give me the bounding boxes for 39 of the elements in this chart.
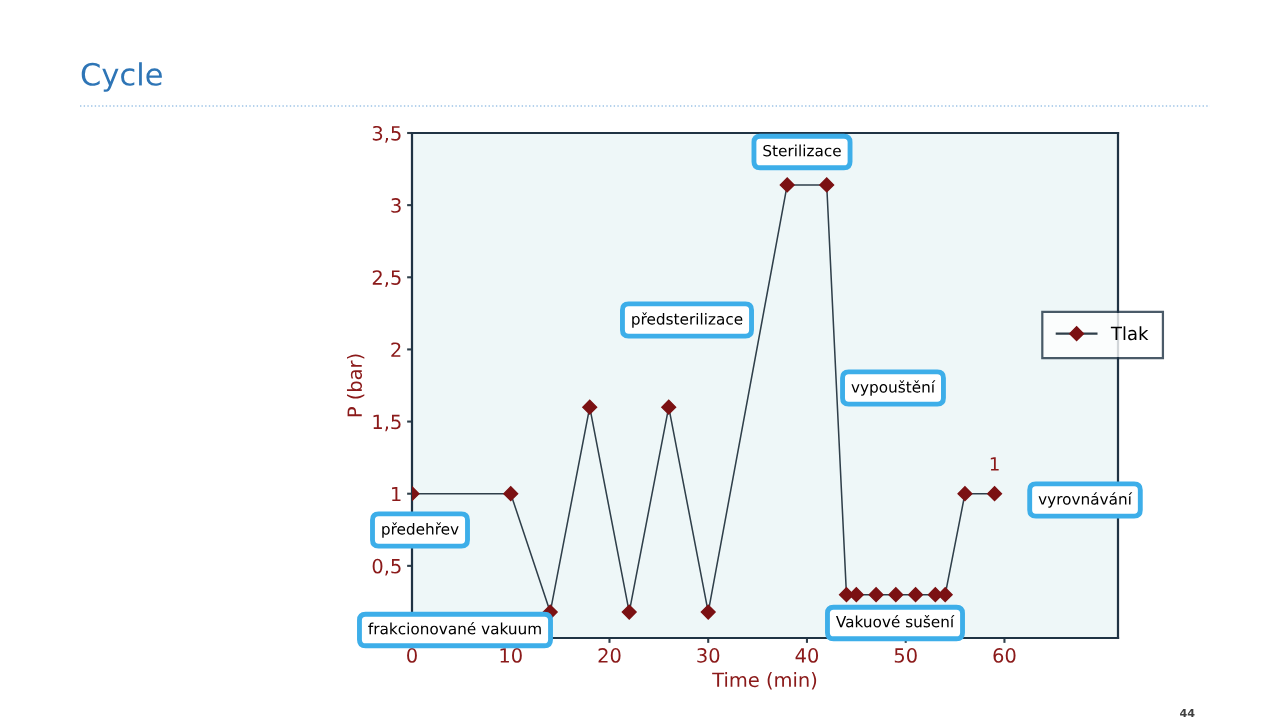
data-label: 1 bbox=[990, 457, 999, 471]
point bbox=[957, 486, 973, 502]
point bbox=[888, 587, 904, 603]
point bbox=[819, 177, 835, 193]
legend-label: Tlak bbox=[1110, 326, 1149, 341]
y-tick-label: 3 bbox=[391, 198, 401, 213]
annotation: předehřev bbox=[382, 522, 459, 538]
annotation: vyrovnávání bbox=[1038, 492, 1133, 508]
point bbox=[908, 587, 924, 603]
point bbox=[779, 177, 795, 193]
x-axis-title: Time (min) bbox=[712, 672, 817, 690]
point bbox=[582, 399, 598, 415]
y-tick-label: 2 bbox=[391, 342, 401, 357]
annotation: frakcionované vakuum bbox=[368, 622, 541, 635]
y-tick-label: 0,5 bbox=[372, 558, 401, 576]
point bbox=[868, 587, 884, 603]
annotation: předsterilizace bbox=[632, 312, 743, 328]
annotation: Vakuové sušení bbox=[835, 615, 955, 628]
point bbox=[987, 486, 1003, 502]
x-tick-label: 20 bbox=[598, 648, 621, 663]
point bbox=[700, 604, 716, 620]
annotation: vypouštění bbox=[851, 380, 936, 396]
y-tick-label: 2,5 bbox=[372, 270, 401, 287]
y-tick-label: 1 bbox=[392, 486, 401, 502]
y-tick-label: 1,5 bbox=[373, 414, 401, 432]
text: 44 bbox=[1180, 708, 1195, 718]
point bbox=[661, 399, 677, 415]
x-tick-label: 30 bbox=[697, 648, 720, 663]
x-tick-label: 10 bbox=[500, 648, 522, 663]
y-tick-label: 3,5 bbox=[372, 125, 401, 143]
text: Cycle bbox=[81, 62, 162, 92]
point bbox=[621, 604, 637, 620]
x-tick-label: 50 bbox=[894, 648, 917, 663]
point bbox=[503, 486, 519, 502]
y-axis-title: P (bar) bbox=[346, 354, 365, 417]
x-tick-label: 0 bbox=[407, 648, 417, 663]
annotation: Sterilizace bbox=[763, 144, 841, 157]
x-tick-label: 40 bbox=[795, 648, 819, 663]
x-tick-label: 60 bbox=[993, 648, 1016, 663]
